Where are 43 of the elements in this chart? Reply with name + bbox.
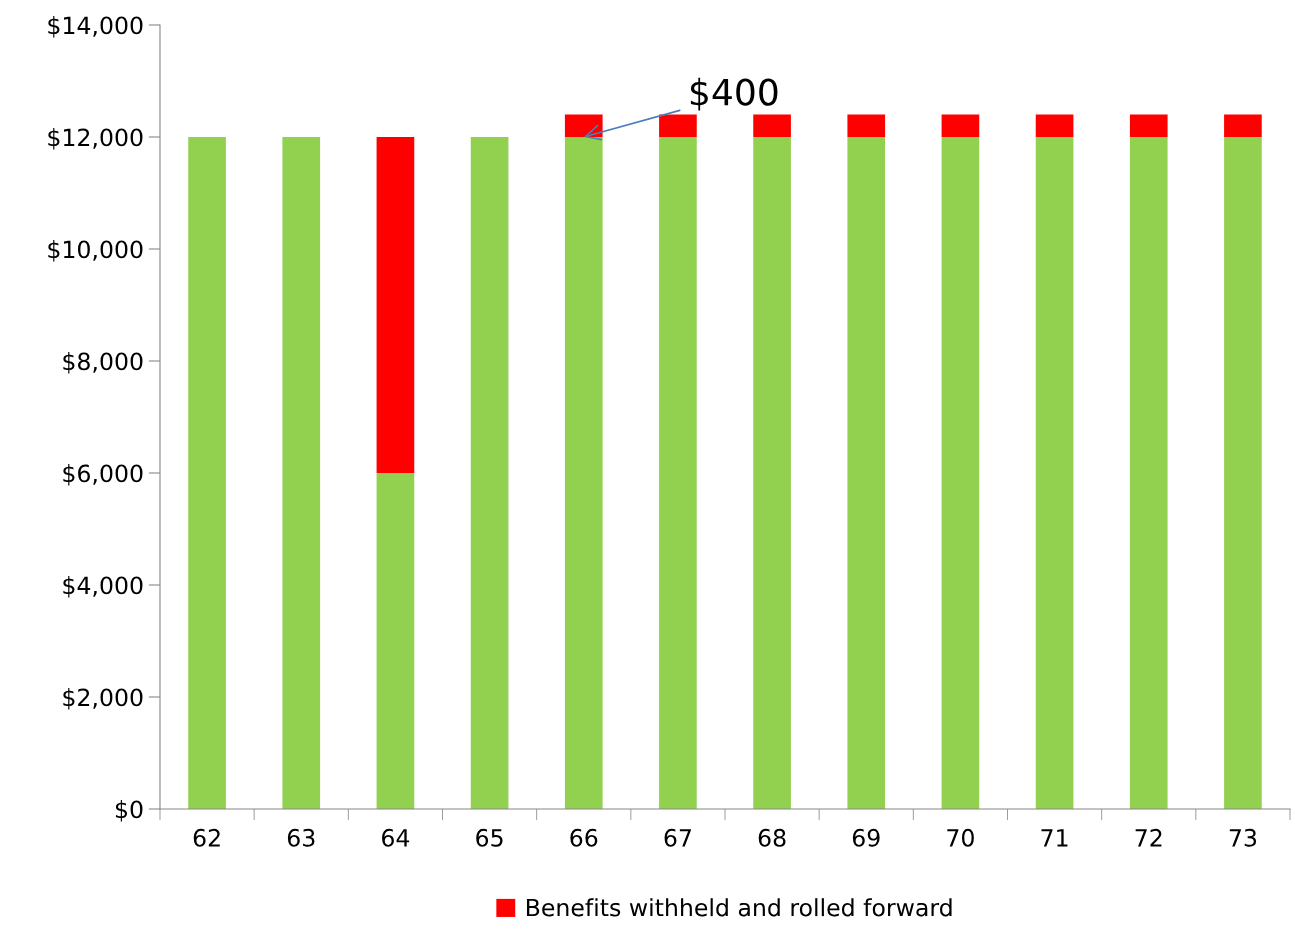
bar <box>470 137 509 809</box>
bar <box>753 137 791 809</box>
bar <box>188 137 226 809</box>
y-tick-label: $0 <box>115 800 143 822</box>
bar <box>941 114 980 137</box>
x-tick-label: 70 <box>947 828 974 847</box>
x-tick-label: 66 <box>570 828 598 847</box>
y-tick-label: $2,000 <box>63 688 143 710</box>
y-tick-label: $8,000 <box>63 352 143 374</box>
bar <box>376 473 415 809</box>
y-tick-label: $10,000 <box>48 240 143 262</box>
bar <box>847 137 886 809</box>
bar <box>1224 114 1262 137</box>
y-tick-label: $6,000 <box>63 464 143 486</box>
x-tick-label: 73 <box>1229 828 1257 847</box>
x-tick-label: 69 <box>852 828 880 847</box>
x-tick-label: 68 <box>758 828 786 847</box>
x-tick-label: 67 <box>664 828 691 847</box>
bar <box>1224 137 1262 809</box>
bar <box>659 114 697 137</box>
bar <box>564 137 603 809</box>
y-tick-label: $12,000 <box>48 128 143 150</box>
y-tick-label: $14,000 <box>48 16 143 38</box>
bar <box>847 114 886 137</box>
x-tick-label: 62 <box>193 828 220 847</box>
bar <box>1035 137 1074 809</box>
bar <box>564 114 603 137</box>
x-tick-label: 63 <box>287 828 315 847</box>
bar <box>282 137 321 809</box>
bar <box>1129 137 1168 809</box>
annotation: $400 <box>690 77 778 111</box>
bar <box>753 114 791 137</box>
bar <box>1035 114 1074 137</box>
x-tick-label: 65 <box>476 828 503 847</box>
y-tick-label: $4,000 <box>63 576 143 598</box>
bar <box>1129 114 1168 137</box>
bar <box>941 137 980 809</box>
x-tick-label: 71 <box>1041 829 1068 847</box>
bar <box>659 137 697 809</box>
bar <box>376 137 415 473</box>
x-tick-label: 64 <box>382 828 410 847</box>
legend-label: Benefits withheld and rolled forward <box>526 898 952 917</box>
x-tick-label: 72 <box>1135 828 1162 847</box>
